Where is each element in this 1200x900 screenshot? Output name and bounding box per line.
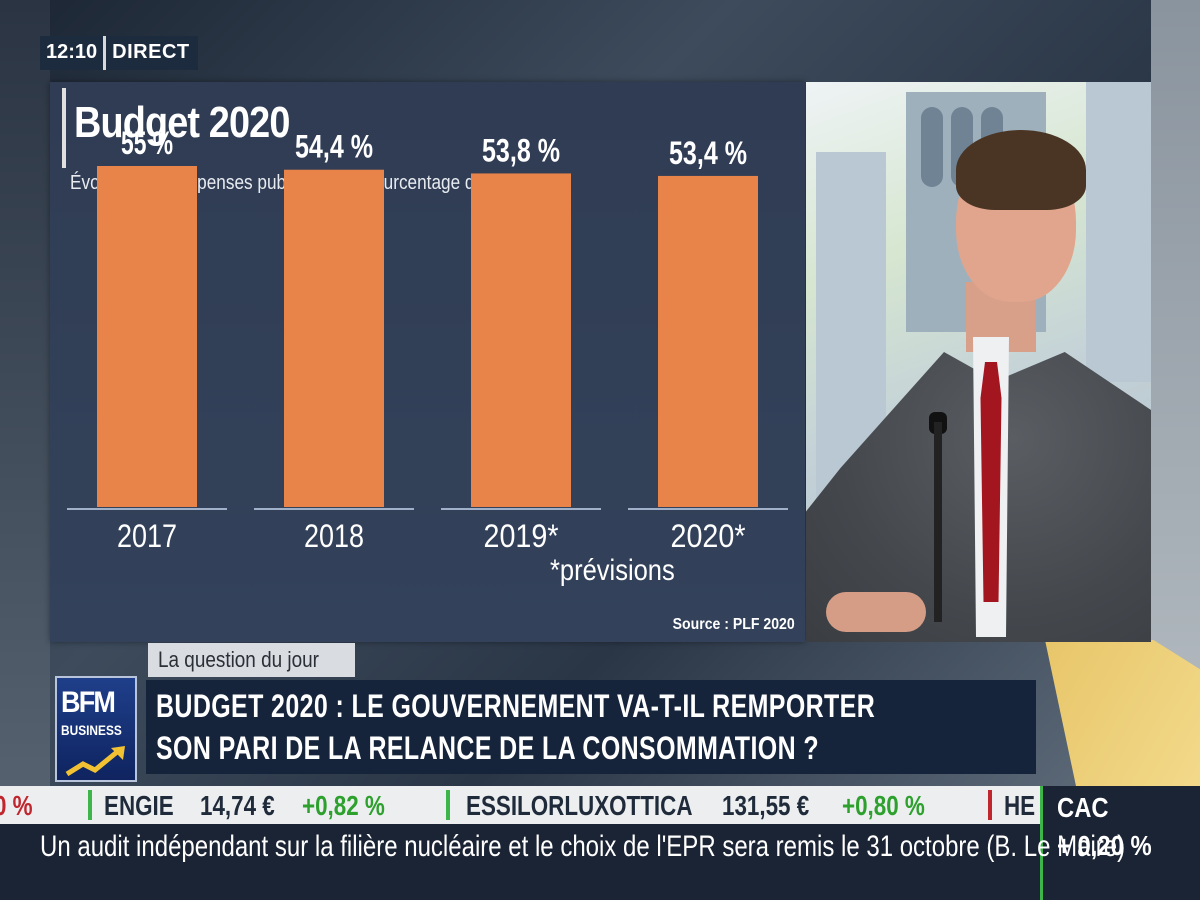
ticker-price: 131,55 € <box>722 790 810 821</box>
cac-index-box: CAC + 0,20 % <box>1040 786 1200 900</box>
bar-value-label: 55 % <box>121 125 173 161</box>
ticker-fragment-start: 0 % <box>0 790 33 821</box>
ticker-change: +0,80 % <box>842 790 925 821</box>
ticker-name: ESSILORLUXOTTICA <box>466 790 693 821</box>
logo-bfm: BFM <box>61 686 116 719</box>
ticker-fragment-end: HE <box>1004 790 1036 821</box>
bar-value-label: 53,4 % <box>669 135 747 171</box>
background-left-blur <box>0 0 50 786</box>
ticker-name: ENGIE <box>104 790 174 821</box>
category-label: 2020* <box>671 518 746 554</box>
bar-value-label: 54,4 % <box>295 129 373 165</box>
index-name: CAC <box>1057 792 1109 823</box>
background-yellow-panel <box>1045 640 1200 786</box>
logo-business: BUSINESS <box>61 722 122 738</box>
clock-time: 12:10 <box>40 36 104 70</box>
studio-video-feed <box>806 82 1151 642</box>
presenter-hand <box>826 592 926 632</box>
ticker-separator <box>988 790 992 820</box>
question-tag-text: La question du jour <box>158 647 319 672</box>
backdrop-building <box>1086 82 1151 382</box>
clock-separator <box>103 36 107 70</box>
chart-source: Source : PLF 2020 <box>672 616 795 633</box>
chart-footnote: *prévisions <box>550 554 675 587</box>
bar-chart: 55 % 2017 54,4 % 2018 53,8 % 2019* 53,4 % 2020* <box>67 125 788 554</box>
bar-2019 <box>471 173 571 507</box>
index-change: + 0,20 % <box>1057 830 1152 861</box>
bar-value-label: 53,8 % <box>482 132 560 168</box>
bar-2018 <box>284 169 384 507</box>
bfm-business-logo: BFM BUSINESS <box>55 676 137 782</box>
headline-line-2: SON PARI DE LA RELANCE DE LA CONSOMMATIO… <box>156 730 819 766</box>
question-of-the-day-tag: La question du jour <box>148 643 356 677</box>
presenter-tie <box>980 362 1002 602</box>
ticker-separator <box>88 790 92 820</box>
bar-2020 <box>658 175 758 508</box>
ticker-change: +0,82 % <box>302 790 385 821</box>
category-label: 2017 <box>117 518 177 554</box>
headline-line-1: BUDGET 2020 : LE GOUVERNEMENT VA-T-IL RE… <box>156 688 876 724</box>
category-label: 2019* <box>484 518 559 554</box>
ticker-price: 14,74 € <box>200 790 275 821</box>
news-crawl: Un audit indépendant sur la filière nucl… <box>0 824 1125 900</box>
trend-arrow-icon <box>65 746 125 777</box>
ticker-separator <box>446 790 450 820</box>
news-crawl-text: Un audit indépendant sur la filière nucl… <box>40 830 1126 863</box>
live-label: DIRECT <box>106 36 198 70</box>
chart-panel: Budget 2020 Évolution des dépenses publi… <box>50 82 805 642</box>
bar-2017 <box>97 166 197 507</box>
title-accent-bar <box>62 88 66 168</box>
live-clock: 12:10 DIRECT <box>40 36 198 70</box>
chart-title: Budget 2020 <box>74 98 290 147</box>
microphone-stand <box>934 422 942 622</box>
headline-banner: BUDGET 2020 : LE GOUVERNEMENT VA-T-IL RE… <box>146 680 1036 774</box>
backdrop-window <box>921 107 943 187</box>
category-label: 2018 <box>304 518 364 554</box>
stock-ticker: 0 % ENGIE 14,74 € +0,82 % ESSILORLUXOTTI… <box>0 786 1040 824</box>
presenter-hair <box>956 130 1086 210</box>
